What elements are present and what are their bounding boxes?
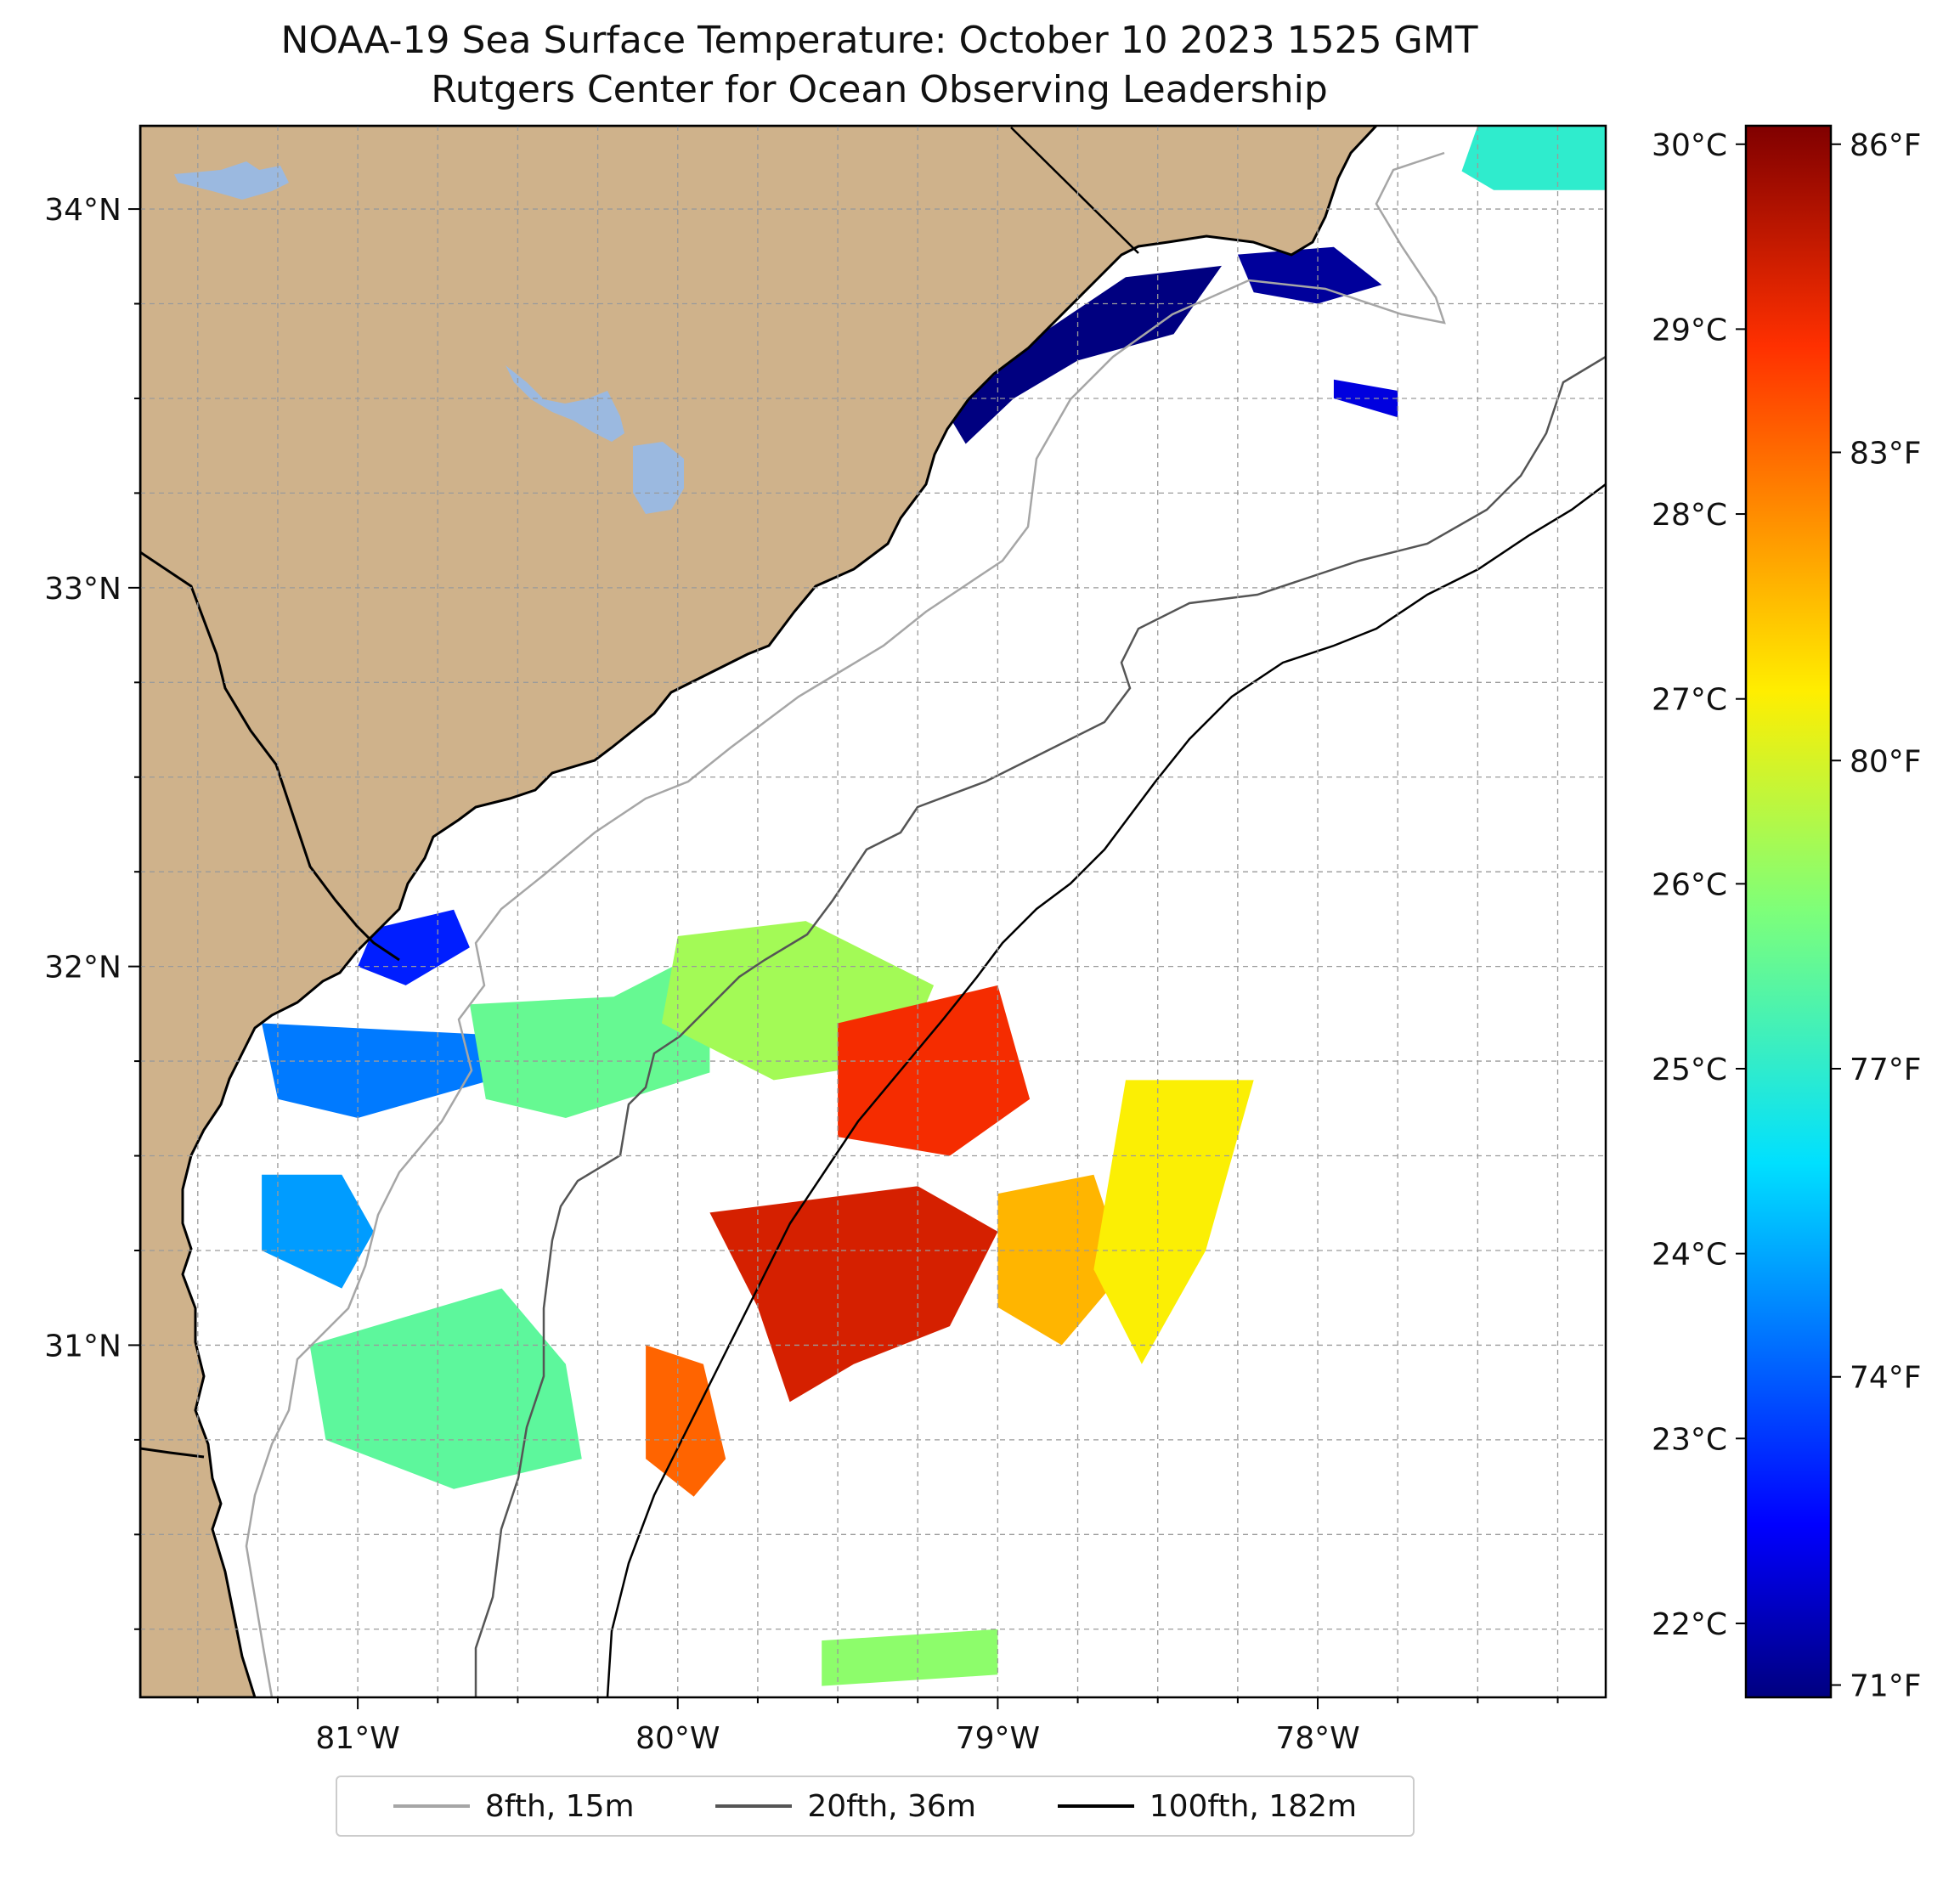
colorbar-label-f: 74°F	[1850, 1361, 1922, 1396]
y-tick-label: 34°N	[44, 193, 121, 228]
state-border-sc-ga	[140, 550, 400, 962]
legend-swatch-100fth	[1057, 1804, 1134, 1808]
legend-label-20fth: 20fth, 36m	[807, 1788, 976, 1824]
legend-swatch-20fth	[715, 1804, 793, 1808]
colorbar-label-c: 30°C	[1652, 128, 1727, 163]
colorbar-label-f: 77°F	[1850, 1053, 1922, 1087]
map-frame	[138, 124, 1607, 1699]
x-tick-label: 78°W	[1275, 1721, 1359, 1756]
legend-swatch-8fth	[393, 1804, 470, 1808]
sst-patch	[646, 1345, 726, 1497]
sst-patch	[949, 265, 1222, 444]
y-tick-label: 31°N	[44, 1329, 121, 1363]
map-axes: 81°W 80°W 79°W 78°W 31°N 32°N 33°N 34°N	[44, 193, 1559, 1756]
legend-item-20fth: 20fth, 36m	[715, 1789, 976, 1824]
colorbar-label-c: 28°C	[1652, 498, 1727, 533]
sst-patch	[1461, 126, 1606, 190]
contour-100fth	[606, 483, 1606, 1697]
state-border-ga-fl	[140, 1447, 205, 1459]
map-grid	[140, 126, 1606, 1697]
x-tick-label: 80°W	[635, 1721, 720, 1756]
sst-patch	[262, 1023, 518, 1118]
sst-patch	[997, 1174, 1126, 1346]
colorbar-label-c: 26°C	[1652, 867, 1727, 902]
colorbar-label-f: 86°F	[1850, 128, 1922, 163]
colorbar-label-c: 25°C	[1652, 1053, 1727, 1087]
legend-item-100fth: 100fth, 182m	[1057, 1788, 1358, 1824]
legend-label-8fth: 8fth, 15m	[484, 1788, 635, 1824]
colorbar-label-c: 24°C	[1652, 1238, 1727, 1273]
sst-layer	[262, 126, 1606, 1686]
sst-patch	[838, 985, 1031, 1156]
y-tick-label: 33°N	[44, 572, 121, 607]
colorbar-label-f: 80°F	[1850, 744, 1922, 779]
sst-patch	[1237, 246, 1382, 304]
colorbar-label-f: 83°F	[1850, 437, 1922, 471]
lake-marion	[506, 365, 624, 442]
page-subtitle: Rutgers Center for Ocean Observing Leade…	[431, 68, 1328, 111]
legend-label-100fth: 100fth, 182m	[1149, 1788, 1358, 1824]
land	[140, 126, 1379, 1697]
lake-moultrie	[633, 442, 684, 514]
colorbar-label-f: 71°F	[1850, 1668, 1922, 1703]
page-title: NOAA-19 Sea Surface Temperature: October…	[280, 19, 1478, 62]
state-border-nc-sc	[1010, 127, 1139, 254]
sst-patch	[822, 1629, 998, 1686]
colorbar-label-c: 22°C	[1652, 1607, 1727, 1642]
colorbar-label-c: 27°C	[1652, 683, 1727, 718]
contour-8fth	[245, 151, 1446, 1697]
contour-legend: 8fth, 15m 20fth, 36m 100fth, 182m	[336, 1776, 1415, 1837]
x-tick-label: 81°W	[315, 1721, 399, 1756]
colorbar-label-c: 29°C	[1652, 313, 1727, 347]
x-tick-label: 79°W	[956, 1721, 1040, 1756]
colorbar-label-c: 23°C	[1652, 1422, 1727, 1457]
contour-20fth	[474, 355, 1606, 1697]
legend-item-8fth: 8fth, 15m	[393, 1789, 635, 1824]
y-tick-label: 32°N	[44, 951, 121, 985]
sst-patch	[262, 1174, 374, 1289]
colorbar-ticks: 22°C 23°C 24°C 25°C 26°C 27°C 28°C 29°C 30°C 71°F…	[1652, 128, 1921, 1704]
reservoir-north	[174, 161, 289, 200]
colorbar	[1744, 124, 1833, 1699]
sst-patch	[1093, 1080, 1254, 1364]
sst-patch	[309, 1288, 582, 1489]
